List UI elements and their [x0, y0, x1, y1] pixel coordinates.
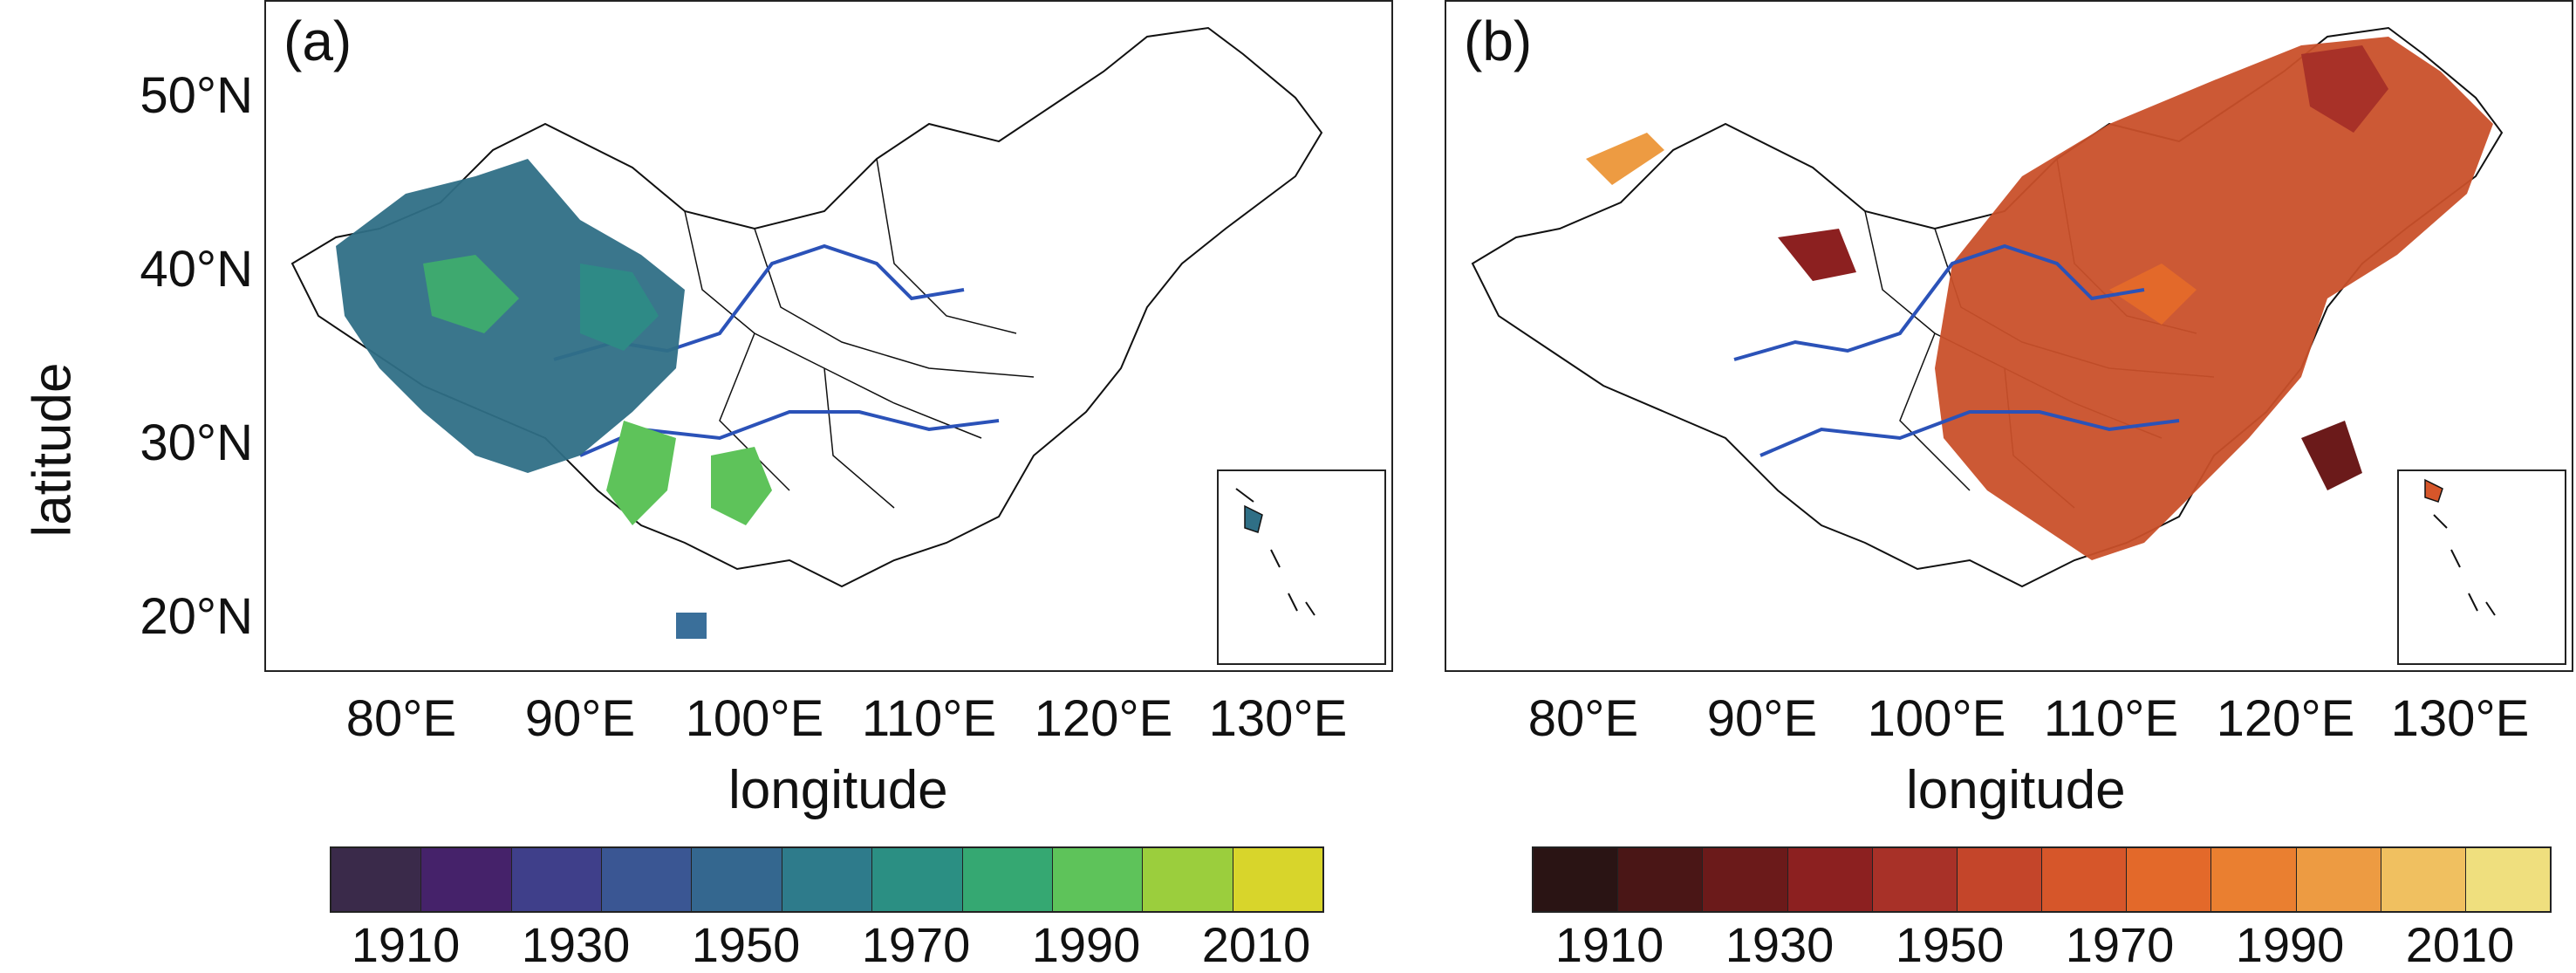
ytick-40n: 40°N	[140, 241, 253, 298]
cbar-b-tick-1990: 1990	[2235, 917, 2345, 972]
cbar-b-tick-1950: 1950	[1895, 917, 2005, 972]
xtick-a-80e: 80°E	[345, 690, 457, 747]
colorbar-swatch-10	[2381, 848, 2466, 911]
colorbar-swatch-4	[1872, 848, 1958, 911]
cbar-a-tick-1930: 1930	[521, 917, 631, 972]
colorbar-swatch-5	[782, 848, 873, 911]
cbar-a-tick-1950: 1950	[691, 917, 801, 972]
colorbar-a	[330, 846, 1324, 913]
cbar-a-tick-1970: 1970	[861, 917, 971, 972]
inset-map-a	[1217, 469, 1386, 665]
ytick-20n: 20°N	[140, 588, 253, 645]
colorbar-swatch-6	[872, 848, 963, 911]
colorbar-swatch-7	[962, 848, 1053, 911]
y-axis-title: latitude	[22, 362, 83, 538]
xtick-b-110e: 110°E	[2043, 690, 2179, 747]
inset-map-b	[2397, 469, 2566, 665]
colorbar-swatch-9	[1143, 848, 1233, 911]
xtick-a-130e: 130°E	[1208, 690, 1348, 747]
colorbar-swatch-2	[511, 848, 603, 911]
colorbar-swatch-1	[1618, 848, 1704, 911]
colorbar-swatch-9	[2296, 848, 2381, 911]
xtick-a-110e: 110°E	[861, 690, 997, 747]
ytick-50n: 50°N	[140, 67, 253, 124]
xtick-a-120e: 120°E	[1034, 690, 1173, 747]
x-axis-title-a: longitude	[728, 760, 948, 820]
panel-label-b: (b)	[1464, 10, 1533, 72]
colorbar-swatch-4	[692, 848, 782, 911]
colorbar-swatch-7	[2127, 848, 2212, 911]
cbar-b-tick-1970: 1970	[2065, 917, 2175, 972]
xtick-b-90e: 90°E	[1706, 690, 1818, 747]
china-map-a	[290, 26, 1323, 639]
colorbar-swatch-5	[1957, 848, 2043, 911]
colorbar-swatch-1	[421, 848, 512, 911]
colorbar-swatch-10	[1233, 848, 1322, 911]
colorbar-swatch-3	[1787, 848, 1873, 911]
colorbar-swatch-11	[2465, 848, 2551, 911]
cbar-a-tick-1990: 1990	[1031, 917, 1141, 972]
colorbar-swatch-2	[1703, 848, 1788, 911]
map-panel-b: (b)	[1445, 0, 2573, 672]
cbar-a-tick-1910: 1910	[351, 917, 461, 972]
ytick-30n: 30°N	[140, 415, 253, 471]
colorbar-b	[1532, 846, 2552, 913]
map-panel-a: (a)	[264, 0, 1393, 672]
cbar-b-tick-2010: 2010	[2405, 917, 2515, 972]
xtick-b-100e: 100°E	[1867, 690, 2006, 747]
xtick-b-130e: 130°E	[2390, 690, 2530, 747]
china-map-b	[1471, 26, 2504, 588]
colorbar-swatch-8	[2211, 848, 2297, 911]
xtick-b-120e: 120°E	[2216, 690, 2355, 747]
xtick-a-90e: 90°E	[524, 690, 636, 747]
xtick-b-80e: 80°E	[1527, 690, 1639, 747]
colorbar-swatch-3	[602, 848, 693, 911]
x-axis-title-b: longitude	[1906, 760, 2126, 820]
cbar-b-tick-1910: 1910	[1554, 917, 1664, 972]
colorbar-swatch-8	[1052, 848, 1144, 911]
cbar-b-tick-1930: 1930	[1725, 917, 1835, 972]
colorbar-swatch-0	[331, 848, 422, 911]
colorbar-swatch-6	[2042, 848, 2128, 911]
xtick-a-100e: 100°E	[685, 690, 824, 747]
panel-label-a: (a)	[284, 10, 352, 72]
colorbar-swatch-0	[1534, 848, 1619, 911]
cbar-a-tick-2010: 2010	[1201, 917, 1311, 972]
